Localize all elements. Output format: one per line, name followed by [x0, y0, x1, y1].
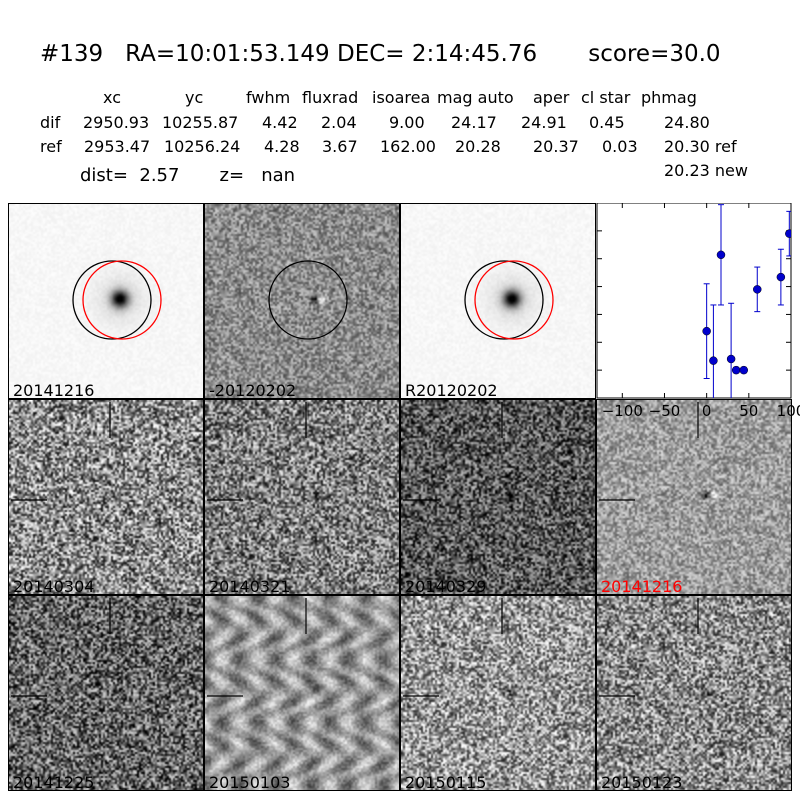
chart-svg: 22.523.023.524.024.525.025.526.0−100−500…: [561, 194, 800, 420]
stamp-image: [205, 596, 399, 790]
stamp-date-label: 20141216: [601, 577, 683, 595]
cell-xc: 2950.93: [83, 113, 150, 132]
image-stamp: -20120202: [204, 203, 400, 399]
phmag-new: 20.23 new: [664, 161, 748, 180]
col-cl-star: cl star: [581, 88, 631, 107]
stamp-date-label: 20141225: [13, 773, 95, 791]
row-label: dif: [40, 113, 61, 132]
image-stamp: 20140304: [8, 399, 204, 595]
col-xc: xc: [103, 88, 121, 107]
data-point: [731, 365, 741, 375]
row-label: ref: [40, 137, 62, 156]
stamp-date-label: 20140329: [405, 577, 487, 595]
aperture-circle: [464, 260, 544, 340]
stamp-image: [9, 400, 203, 594]
reference-circle: [82, 260, 162, 340]
stamp-date-label: -20120202: [209, 381, 297, 399]
col-fwhm: fwhm: [246, 88, 291, 107]
stamp-image: [205, 400, 399, 594]
cell-mag-auto: 20.28: [455, 137, 501, 156]
data-point: [776, 272, 786, 282]
stamp-image: [597, 596, 791, 790]
plot-frame: [596, 202, 792, 399]
cell-isoarea: 9.00: [389, 113, 425, 132]
cell-mag-auto: 24.17: [451, 113, 497, 132]
stamp-date-label: 20141216: [13, 381, 95, 399]
data-point: [739, 365, 749, 375]
data-point: [702, 326, 711, 336]
data-point: [716, 250, 726, 260]
cell-aper: 20.37: [533, 137, 579, 156]
data-point: [753, 285, 762, 294]
cell-fwhm: 4.42: [262, 113, 298, 132]
stamp-date-label: 20140304: [13, 577, 95, 595]
stamp-image: [401, 204, 595, 398]
image-stamp: 20141216: [8, 203, 204, 399]
col-yc: yc: [185, 88, 204, 107]
aperture-circle: [268, 260, 348, 340]
x-tick-label: −50: [649, 402, 681, 420]
col-aper: aper: [533, 88, 570, 107]
x-tick-label: 0: [702, 402, 712, 420]
image-stamp: 20150103: [204, 595, 400, 791]
stamp-image: [9, 204, 203, 398]
cell-fluxrad: 2.04: [321, 113, 357, 132]
aperture-circle: [72, 260, 152, 340]
page-title: #139 RA=10:01:53.149 DEC= 2:14:45.76 sco…: [40, 41, 721, 67]
col-phmag: phmag: [641, 88, 697, 107]
stamp-date-label: 20150103: [209, 773, 291, 791]
cell-yc: 10255.87: [162, 113, 239, 132]
stamp-date-label: 20140321: [209, 577, 291, 595]
cell-phmag: 24.80: [664, 113, 710, 132]
data-point: [785, 229, 791, 238]
image-stamp: 20150115: [400, 595, 596, 791]
stamp-image: [9, 596, 203, 790]
stamp-date-label: 20150123: [601, 773, 683, 791]
x-tick-label: −100: [602, 402, 643, 420]
x-tick-label: 100: [777, 402, 800, 420]
image-stamp: R20120202: [400, 203, 596, 399]
col-mag-auto: mag auto: [437, 88, 514, 107]
stamp-image: [401, 400, 595, 594]
dist-readout: dist= 2.57 z= nan: [80, 165, 296, 186]
cell-xc: 2953.47: [84, 137, 151, 156]
data-point: [726, 354, 736, 364]
cell-phmag: 20.30 ref: [664, 137, 737, 156]
image-stamp: 20150123: [596, 595, 792, 791]
image-stamp: 20141216: [596, 399, 792, 595]
stamp-image: [597, 400, 791, 594]
data-point: [709, 356, 718, 365]
stamp-date-label: R20120202: [405, 381, 498, 399]
col-fluxrad: fluxrad: [302, 88, 359, 107]
stamp-image: [401, 596, 595, 790]
stamp-date-label: 20150115: [405, 773, 487, 791]
image-stamp: 20140329: [400, 399, 596, 595]
image-stamp: 20140321: [204, 399, 400, 595]
cell-cl-star: 0.03: [602, 137, 638, 156]
x-tick-label: 50: [739, 402, 758, 420]
cell-aper: 24.91: [521, 113, 567, 132]
col-isoarea: isoarea: [372, 88, 431, 107]
stamp-image: [205, 204, 399, 398]
reference-circle: [474, 260, 554, 340]
cell-fluxrad: 3.67: [322, 137, 358, 156]
cell-yc: 10256.24: [164, 137, 241, 156]
cell-fwhm: 4.28: [264, 137, 300, 156]
cell-isoarea: 162.00: [380, 137, 436, 156]
cell-cl-star: 0.45: [589, 113, 625, 132]
image-stamp: 20141225: [8, 595, 204, 791]
lightcurve-chart: 22.523.023.524.024.525.025.526.0−100−500…: [561, 194, 800, 423]
